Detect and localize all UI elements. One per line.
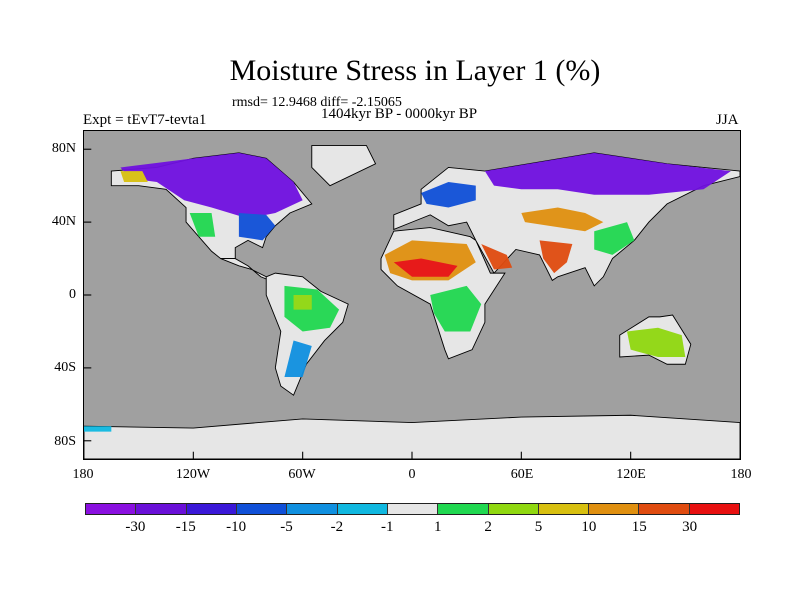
colorbar-swatch bbox=[136, 504, 187, 514]
lon-tick-label: 180 bbox=[730, 467, 752, 482]
sahel-red bbox=[393, 258, 458, 277]
plot-title: Moisture Stress in Layer 1 (%) bbox=[229, 54, 601, 87]
colorbar-swatch bbox=[236, 504, 288, 514]
europe-blue bbox=[421, 182, 476, 208]
lon-tick-label: 120W bbox=[175, 467, 211, 482]
colorbar-label: 1 bbox=[433, 519, 442, 535]
axis-ticks bbox=[84, 148, 632, 459]
world-map bbox=[83, 130, 741, 460]
lon-tick-label: 120E bbox=[616, 467, 646, 482]
colorbar-swatch bbox=[639, 504, 690, 514]
colorbar-swatch bbox=[287, 504, 338, 514]
colorbar-label: -5 bbox=[280, 519, 293, 535]
colorbar-swatch bbox=[589, 504, 640, 514]
colorbar-label: 10 bbox=[581, 519, 597, 535]
central-asia-orange bbox=[521, 207, 604, 232]
anomaly-fields bbox=[84, 152, 731, 432]
colorbar-swatch bbox=[689, 504, 740, 514]
colorbar-swatch bbox=[186, 504, 237, 514]
australia-yellow bbox=[627, 327, 686, 357]
lat-tick-label: 0 bbox=[69, 287, 76, 302]
africa-green bbox=[430, 285, 482, 332]
lon-tick-label: 60W bbox=[288, 467, 316, 482]
colorbar-label: -15 bbox=[175, 519, 196, 535]
lon-tick-label: 180 bbox=[72, 467, 94, 482]
antarctica-blue bbox=[84, 426, 112, 432]
lat-tick-label: 80N bbox=[51, 141, 76, 156]
colorbar-label: -10 bbox=[226, 519, 247, 535]
colorbar-swatch bbox=[387, 504, 439, 514]
us-west-green bbox=[189, 213, 216, 237]
period-text: 1404kyr BP - 0000kyr BP bbox=[321, 106, 478, 122]
greenland bbox=[311, 145, 377, 187]
amazon-yellow bbox=[293, 295, 312, 310]
canada-purple bbox=[120, 152, 303, 219]
season-label: JJA bbox=[716, 112, 739, 128]
alaska-yellow bbox=[120, 171, 148, 183]
colorbar-swatch bbox=[538, 504, 590, 514]
colorbar-label: 2 bbox=[484, 519, 492, 535]
colorbar-swatch bbox=[438, 504, 489, 514]
colorbar bbox=[85, 503, 740, 515]
colorbar-swatch bbox=[86, 504, 137, 514]
antarctica bbox=[84, 414, 740, 459]
india-orange bbox=[539, 240, 573, 274]
colorbar-label: 15 bbox=[631, 519, 647, 535]
lon-tick-label: 0 bbox=[408, 467, 416, 482]
lat-tick-label: 40N bbox=[51, 214, 76, 229]
colorbar-label: -1 bbox=[381, 519, 394, 535]
china-green bbox=[594, 222, 635, 255]
colorbar-label: 5 bbox=[534, 519, 543, 535]
colorbar-label: -30 bbox=[125, 519, 146, 535]
colorbar-swatch bbox=[488, 504, 539, 514]
us-blue bbox=[238, 213, 276, 241]
colorbar-label: -2 bbox=[330, 519, 344, 535]
lat-tick-label: 80S bbox=[54, 434, 76, 449]
colorbar-label: 30 bbox=[682, 519, 698, 535]
lon-tick-label: 60E bbox=[510, 467, 534, 482]
arabia-orange bbox=[481, 243, 513, 270]
experiment-label: Expt = tEvT7-tevta1 bbox=[83, 112, 207, 128]
lat-tick-label: 40S bbox=[54, 360, 76, 375]
colorbar-swatch bbox=[337, 504, 388, 514]
stats-text: rmsd= 12.9468 diff= -2.15065 bbox=[232, 95, 402, 110]
siberia-purple bbox=[484, 152, 731, 195]
